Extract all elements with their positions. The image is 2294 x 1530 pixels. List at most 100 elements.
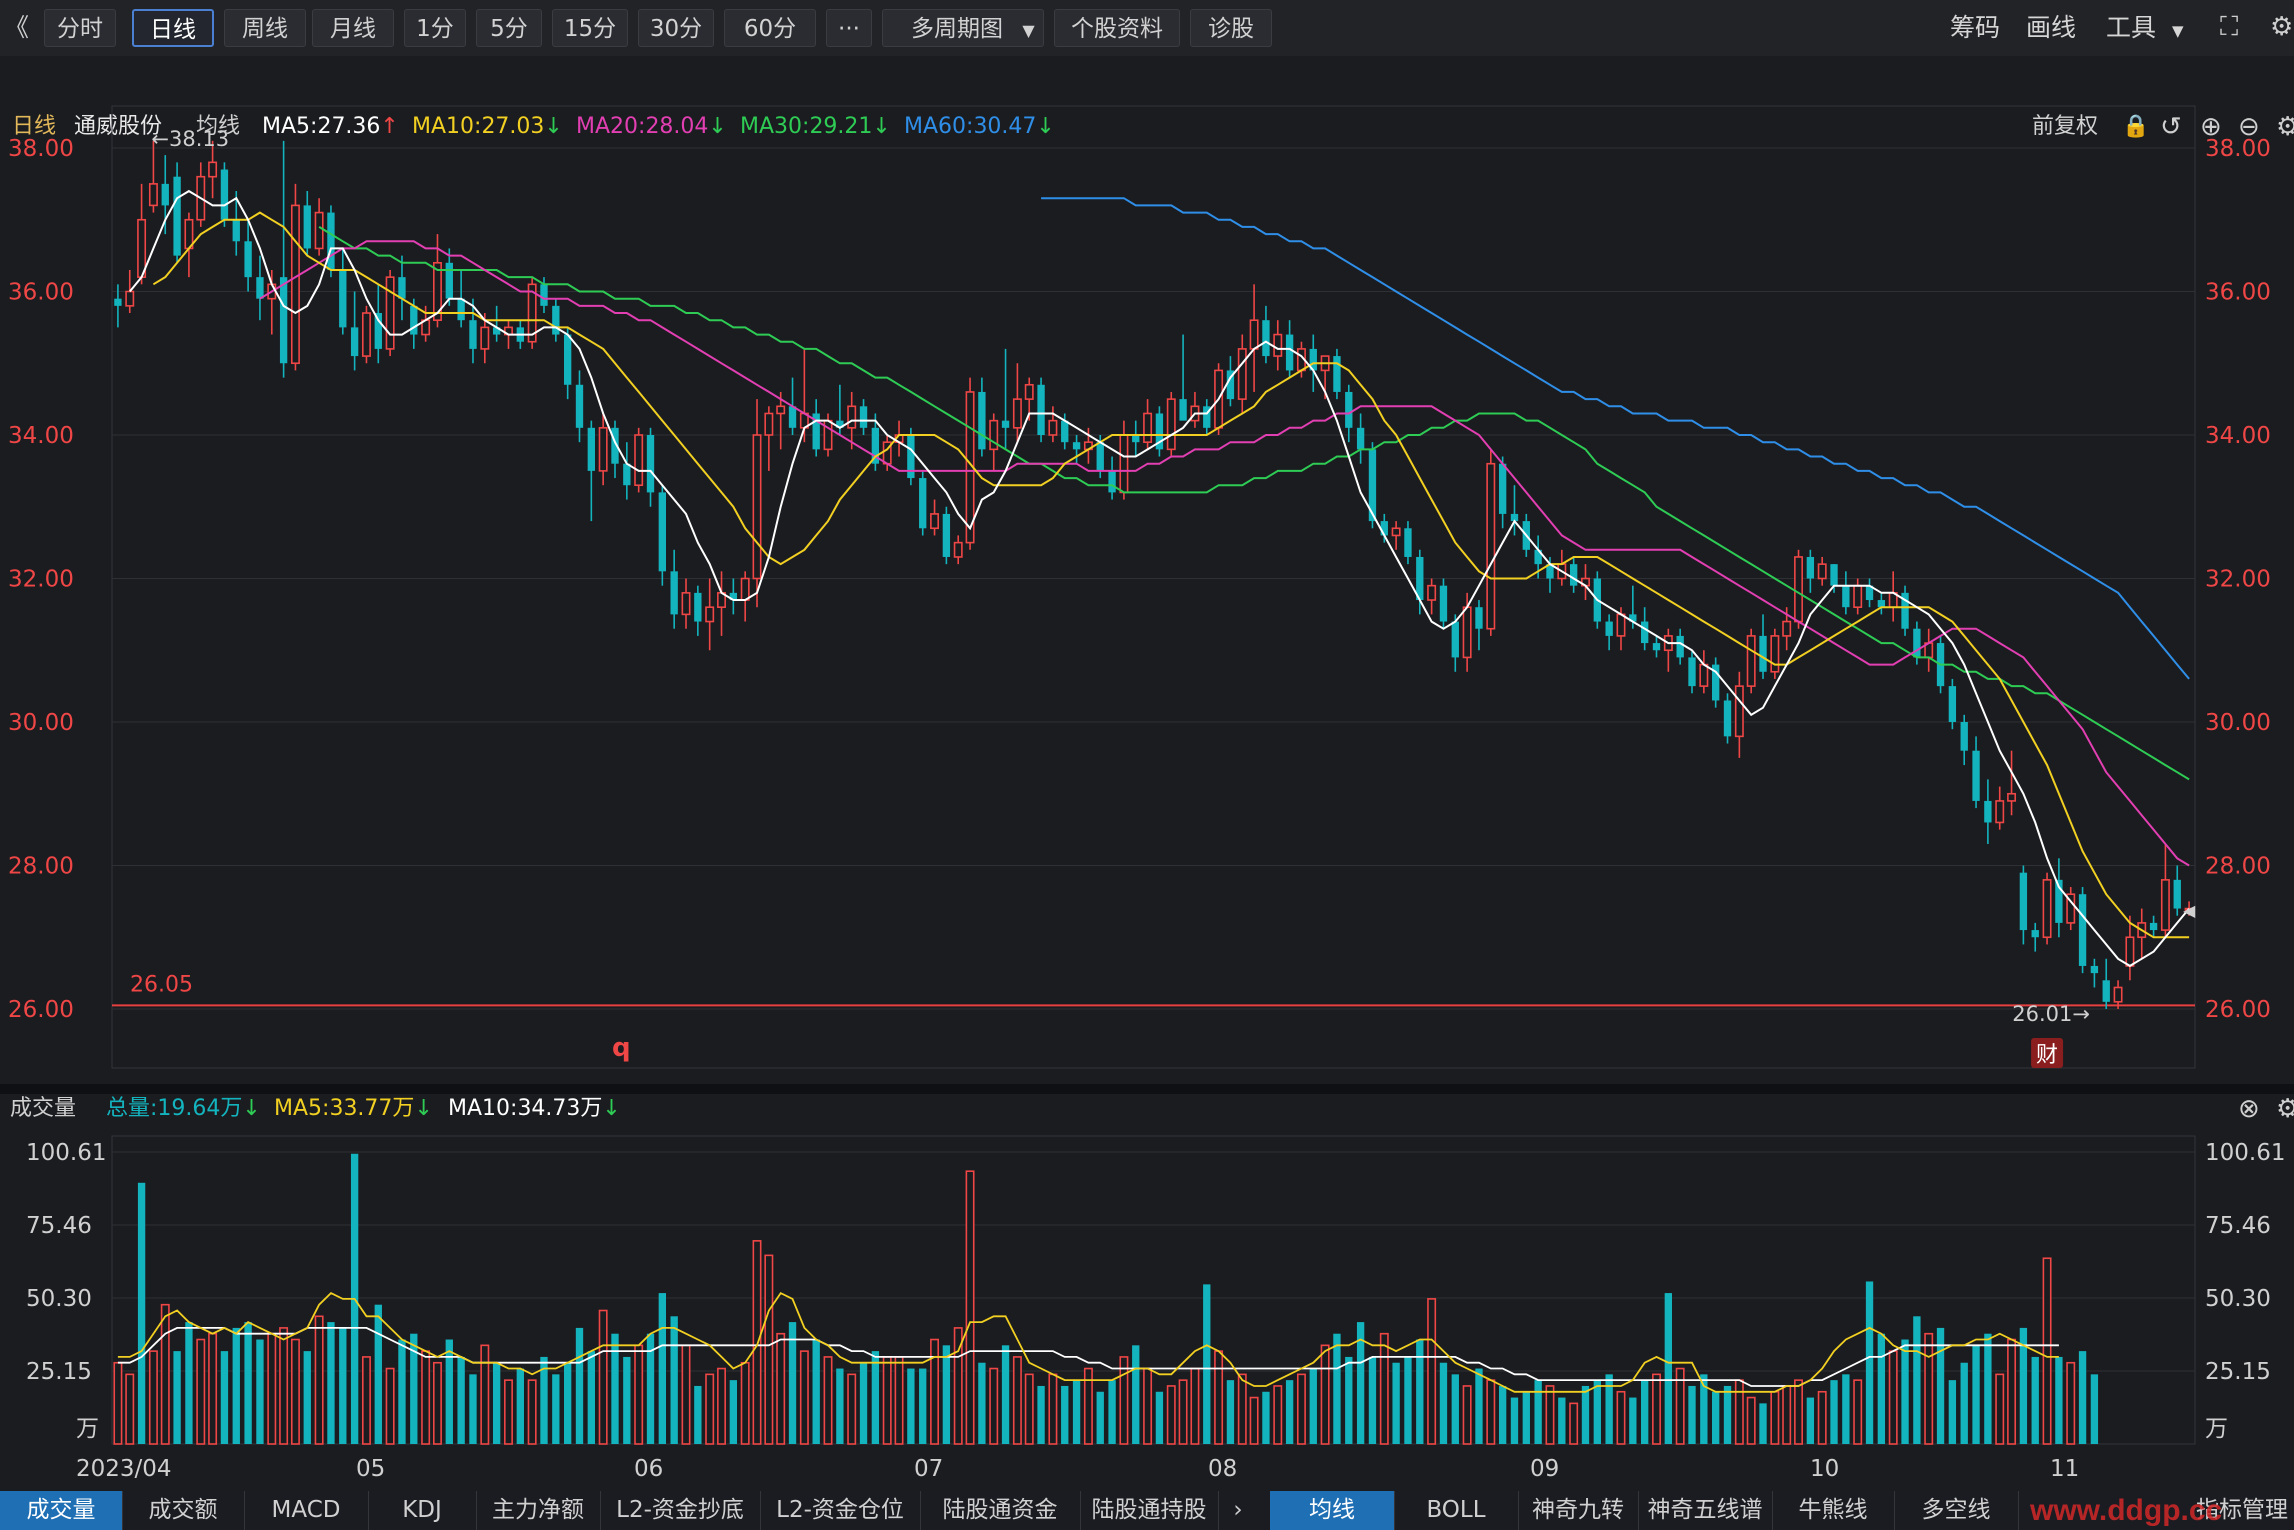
candle-body [1759, 635, 1767, 672]
indicator-tab[interactable]: L2-资金仓位 [760, 1491, 921, 1530]
lock-icon[interactable]: 🔒 [2122, 114, 2150, 139]
indicator-tab[interactable]: 陆股通持股 [1080, 1491, 1219, 1530]
chips-button[interactable]: 筹码 [1950, 13, 2001, 42]
watermark: www.ddgp.cc [2030, 1494, 2223, 1527]
volume-bar [598, 1309, 608, 1445]
volume-bar [1143, 1367, 1153, 1445]
volume-bar [1296, 1373, 1306, 1445]
candle-body [1794, 556, 1803, 623]
candle-body [244, 241, 252, 278]
indicator-tab[interactable]: 主力净额 [476, 1491, 601, 1530]
volume-bar [1782, 1385, 1792, 1445]
settings-icon[interactable]: ⚙ [2270, 12, 2294, 42]
x-tick-label: 11 [2050, 1456, 2079, 1482]
close-icon[interactable]: ⊗ [2238, 1094, 2260, 1124]
candle-body [1132, 435, 1140, 443]
y-tick-label-right: 36.00 [2205, 280, 2271, 306]
volume-bar [1593, 1380, 1601, 1444]
volume-bar [1392, 1362, 1400, 1444]
overlay-tab[interactable]: BOLL [1394, 1491, 1519, 1530]
indicator-tab[interactable]: MACD [244, 1491, 369, 1530]
fullscreen-icon[interactable]: ⛶ [2220, 12, 2239, 42]
period-tab[interactable]: 日线 [132, 9, 214, 47]
stock-profile-button[interactable]: 个股资料 [1054, 9, 1180, 47]
candle-body [1143, 412, 1153, 443]
tools-button[interactable]: 工具 ▼ [2106, 9, 2184, 47]
period-tab[interactable]: 5分 [476, 9, 542, 47]
indicator-tab[interactable]: L2-资金抄底 [600, 1491, 761, 1530]
y-tick-label-left: 30.00 [8, 710, 74, 736]
indicator-tab[interactable]: 成交量 [0, 1491, 123, 1530]
volume-total-text: 总量:19.64万 [106, 1096, 243, 1121]
volume-bar [1320, 1344, 1330, 1445]
overlay-tab[interactable]: 多空线 [1894, 1491, 2019, 1530]
candle-body [1380, 521, 1388, 536]
volume-bar [1842, 1374, 1850, 1444]
ma60-value: MA60:30.47↓ [904, 112, 1055, 142]
candle-body [1806, 556, 1815, 579]
candle-body [114, 298, 122, 306]
x-tick-label: 07 [914, 1456, 943, 1482]
volume-bar [1581, 1385, 1590, 1444]
candle-body [907, 435, 915, 479]
volume-bar [540, 1356, 548, 1444]
volume-bar [504, 1379, 513, 1445]
period-tab[interactable]: 60分 [724, 9, 816, 47]
diagnose-button[interactable]: 诊股 [1190, 9, 1272, 47]
candle-body [540, 284, 548, 306]
undo-icon[interactable]: ↺ [2160, 112, 2182, 142]
candle-body [847, 405, 857, 429]
volume-bar [1759, 1403, 1767, 1444]
indicator-tab[interactable]: 成交额 [122, 1491, 245, 1530]
settings-icon[interactable]: ⚙ [2276, 112, 2294, 142]
period-tab[interactable]: 分时 [44, 9, 116, 47]
chevron-right-icon[interactable]: › [1233, 1497, 1243, 1523]
ma10-text: MA10:27.03 [412, 114, 545, 139]
volume-bar [290, 1338, 300, 1445]
period-tab[interactable]: 1分 [404, 9, 466, 47]
volume-bar [196, 1338, 206, 1445]
arrow-down-icon: ↓ [872, 114, 891, 139]
volume-chart[interactable]: 100.61 100.61 75.46 75.46 50.30 50.30 25.15 25.… [0, 1126, 2294, 1491]
candle-body [681, 592, 691, 616]
indicator-tab[interactable]: 陆股通资金 [920, 1491, 1081, 1530]
zoom-out-icon[interactable]: ⊖ [2238, 112, 2260, 142]
zoom-in-icon[interactable]: ⊕ [2200, 112, 2222, 142]
volume-bar [432, 1361, 442, 1445]
adjust-label[interactable]: 前复权 [2032, 114, 2099, 139]
volume-bar [823, 1356, 833, 1445]
volume-bar [314, 1315, 324, 1445]
candle-body [327, 212, 335, 270]
overlay-tab[interactable]: 神奇五线谱 [1638, 1491, 1773, 1530]
candle-body [1616, 613, 1626, 637]
draw-button[interactable]: 画线 [2026, 13, 2077, 42]
overlay-tab[interactable]: 均线 [1270, 1491, 1395, 1530]
chevron-down-icon: ▼ [2171, 22, 2184, 40]
overlay-tab[interactable]: 神奇九转 [1518, 1491, 1639, 1530]
indicator-manage-button[interactable]: 指标管理 [2196, 1497, 2288, 1523]
arrow-down-icon: ↓ [602, 1096, 621, 1121]
period-tab[interactable]: 15分 [552, 9, 628, 47]
overlay-tab[interactable]: 牛熊线 [1772, 1491, 1895, 1530]
volume-bar [776, 1332, 786, 1445]
candle-body [694, 592, 702, 622]
volume-bar [1616, 1390, 1626, 1445]
period-tab[interactable]: 周线 [224, 9, 306, 47]
candlestick-chart[interactable]: 38.00 38.00 36.00 36.00 34.00 34.00 32.00 32.00… [0, 92, 2294, 1084]
current-price-pointer: ◀ [2183, 901, 2196, 920]
settings-icon[interactable]: ⚙ [2276, 1094, 2294, 1124]
multi-period-dropdown[interactable]: 多周期图 ▼ [882, 9, 1044, 47]
candle-body [314, 211, 324, 250]
back-button[interactable]: 《 [4, 13, 30, 42]
volume-bar [978, 1362, 986, 1444]
more-button[interactable]: ··· [826, 9, 872, 47]
volume-title[interactable]: 成交量 [10, 1096, 77, 1121]
candle-body [374, 313, 382, 349]
period-tab[interactable]: 30分 [638, 9, 714, 47]
ma-label[interactable]: 均线 [196, 114, 241, 139]
candle-body [1273, 333, 1283, 357]
volume-bar [670, 1316, 678, 1444]
period-tab[interactable]: 月线 [312, 9, 394, 47]
reference-line-label: 26.05 [130, 972, 193, 997]
indicator-tab[interactable]: KDJ [368, 1491, 477, 1530]
